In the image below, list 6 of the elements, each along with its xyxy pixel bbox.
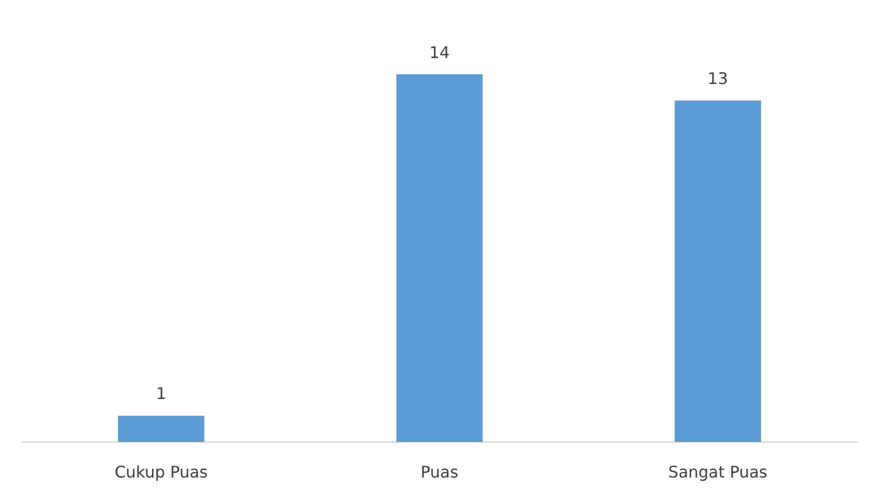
data-label: 1 <box>156 384 166 404</box>
x-tick-label: Cukup Puas <box>114 462 208 482</box>
data-label: 14 <box>429 42 450 62</box>
x-tick-label: Sangat Puas <box>668 462 768 482</box>
data-label: 13 <box>708 69 728 88</box>
x-tick-label: Puas <box>420 462 458 482</box>
